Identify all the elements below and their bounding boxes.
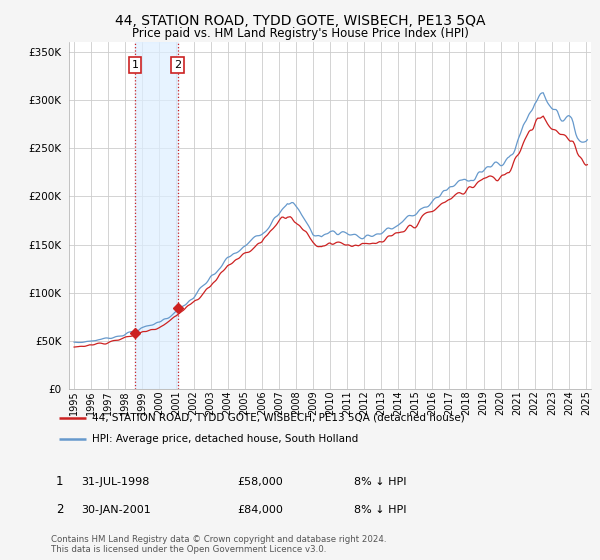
Text: 8% ↓ HPI: 8% ↓ HPI (354, 477, 407, 487)
Text: £58,000: £58,000 (237, 477, 283, 487)
Text: 44, STATION ROAD, TYDD GOTE, WISBECH, PE13 5QA: 44, STATION ROAD, TYDD GOTE, WISBECH, PE… (115, 14, 485, 28)
Text: 1: 1 (131, 60, 139, 70)
Text: Price paid vs. HM Land Registry's House Price Index (HPI): Price paid vs. HM Land Registry's House … (131, 27, 469, 40)
Bar (135, 42, 178, 389)
Text: 2: 2 (174, 60, 181, 70)
Text: 1: 1 (56, 474, 63, 488)
Text: 31-JUL-1998: 31-JUL-1998 (81, 477, 149, 487)
Text: 30-JAN-2001: 30-JAN-2001 (81, 505, 151, 515)
Text: 44, STATION ROAD, TYDD GOTE, WISBECH, PE13 5QA (detached house): 44, STATION ROAD, TYDD GOTE, WISBECH, PE… (91, 413, 464, 423)
Text: HPI: Average price, detached house, South Holland: HPI: Average price, detached house, Sout… (91, 435, 358, 444)
Text: Contains HM Land Registry data © Crown copyright and database right 2024.
This d: Contains HM Land Registry data © Crown c… (51, 535, 386, 554)
Text: £84,000: £84,000 (237, 505, 283, 515)
Text: 2: 2 (56, 502, 63, 516)
Text: 8% ↓ HPI: 8% ↓ HPI (354, 505, 407, 515)
